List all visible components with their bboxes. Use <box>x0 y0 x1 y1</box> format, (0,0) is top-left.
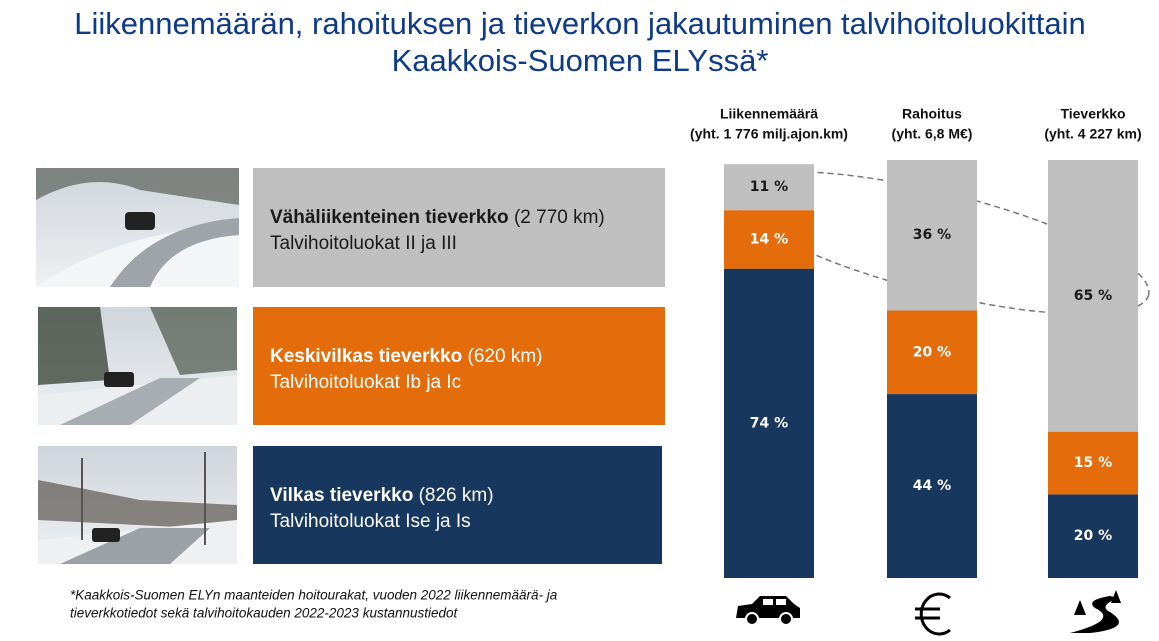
segment-label: 14 % <box>750 231 788 247</box>
highlight-ellipse <box>730 171 1150 315</box>
column-note: (yht. 4 227 km) <box>1044 126 1141 142</box>
box-extent: (620 km) <box>468 346 543 367</box>
box-extent: (826 km) <box>419 485 494 506</box>
photo <box>38 307 237 425</box>
segment-label: 36 % <box>913 227 951 243</box>
column-header: Rahoitus <box>902 106 962 122</box>
bar-segment <box>1048 431 1138 495</box>
segment-label: 11 % <box>750 179 788 195</box>
euro-icon <box>915 592 951 636</box>
segment-label: 15 % <box>1074 455 1112 471</box>
bar-segment <box>887 160 977 311</box>
bar-segment <box>724 268 814 578</box>
photo <box>38 446 237 564</box>
footnote: tieverkkotiedot sekä talvihoitokauden 20… <box>70 606 459 621</box>
box-classes: Talvihoitoluokat Ise ja Is <box>270 511 471 532</box>
box-name: Vilkas tieverkko <box>270 485 413 506</box>
segment-label: 20 % <box>913 344 951 360</box>
category-box <box>253 307 665 425</box>
title-line: Liikennemäärän, rahoituksen ja tieverkon… <box>74 6 1086 41</box>
car-icon <box>736 596 800 626</box>
bar-segment <box>1048 160 1138 432</box>
box-title: Vilkas tieverkko (826 km) <box>270 485 494 506</box>
box-classes: Talvihoitoluokat II ja III <box>270 233 457 254</box>
column-note: (yht. 6,8 M€) <box>892 126 973 142</box>
title-line: Kaakkois-Suomen ELYssä* <box>392 43 769 78</box>
box-name: Keskivilkas tieverkko <box>270 346 462 367</box>
bar-segment <box>724 164 814 211</box>
box-title: Vähäliikenteinen tieverkko (2 770 km) <box>270 207 605 228</box>
bar-segment <box>887 310 977 395</box>
box-classes: Talvihoitoluokat Ib ja Ic <box>270 372 461 393</box>
column-header: Tieverkko <box>1060 106 1125 122</box>
box-extent: (2 770 km) <box>514 207 605 228</box>
segment-label: 74 % <box>750 415 788 431</box>
category-box <box>253 446 662 564</box>
bar-segment <box>1048 494 1138 578</box>
segment-label: 65 % <box>1074 288 1112 304</box>
category-box <box>253 168 665 287</box>
bar-segment <box>887 394 977 578</box>
photo <box>36 168 239 287</box>
footnote: *Kaakkois-Suomen ELYn maanteiden hoitour… <box>70 588 558 603</box>
road-icon <box>1070 590 1121 633</box>
segment-label: 20 % <box>1074 528 1112 544</box>
column-header: Liikennemäärä <box>720 106 818 122</box>
bar-segment <box>724 210 814 269</box>
segment-label: 44 % <box>913 478 951 494</box>
box-title: Keskivilkas tieverkko (620 km) <box>270 346 543 367</box>
column-note: (yht. 1 776 milj.ajon.km) <box>690 126 848 142</box>
box-name: Vähäliikenteinen tieverkko <box>270 207 509 228</box>
